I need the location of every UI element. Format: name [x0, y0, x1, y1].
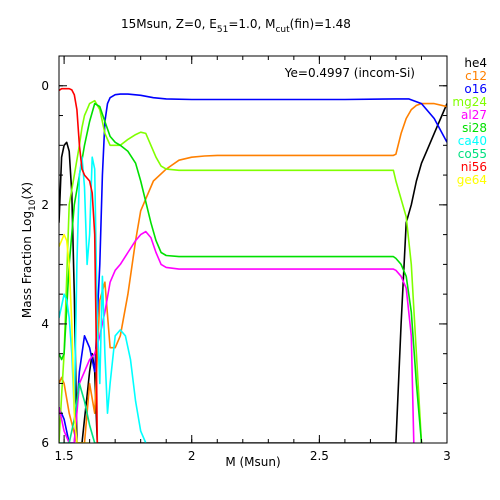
x-tick-label: 1.5: [55, 449, 74, 463]
axis-ticks: 1.5 2 2.5 3 0 2 4 6: [41, 55, 451, 463]
series-line-al27: [59, 230, 415, 443]
legend-item-o16: o16: [464, 82, 487, 96]
legend-item-c12: c12: [465, 69, 487, 83]
x-axis-label: M (Msun): [225, 455, 280, 469]
series-line-ni56: [59, 87, 99, 443]
series-line-mg24: [59, 99, 423, 443]
legend-item-ni56: ni56: [461, 160, 487, 174]
series-group: [59, 87, 447, 443]
legend-item-he4: he4: [464, 56, 487, 70]
legend-item-ca40: ca40: [458, 134, 487, 148]
legend-item-al27: al27: [461, 108, 487, 122]
x-tick-label: 2: [188, 449, 196, 463]
y-tick-label: 6: [41, 436, 49, 450]
y-tick-label: 4: [41, 317, 49, 331]
ye-annotation: Ye=0.4997 (incom-Si): [284, 66, 415, 80]
y-axis-label: Mass Fraction Log10(X): [20, 182, 38, 318]
series-line-ge64: [59, 233, 90, 443]
y-tick-label: 0: [41, 79, 49, 93]
series-line-co55: [59, 382, 100, 443]
series-line-ca40: [59, 156, 147, 443]
legend-item-ge64: ge64: [457, 173, 487, 187]
x-tick-label: 3: [443, 449, 451, 463]
legend-item-si28: si28: [462, 121, 487, 135]
x-tick-label: 2.5: [310, 449, 329, 463]
legend-item-mg24: mg24: [452, 95, 487, 109]
series-line-he4: [59, 103, 447, 443]
legend-item-co55: co55: [458, 147, 487, 161]
plot-frame: [58, 55, 448, 444]
series-line-o16: [59, 93, 447, 443]
y-tick-label: 2: [41, 198, 49, 212]
chart-title: 15Msun, Z=0, E51=1.0, Mcut(fin)=1.48: [121, 17, 351, 35]
